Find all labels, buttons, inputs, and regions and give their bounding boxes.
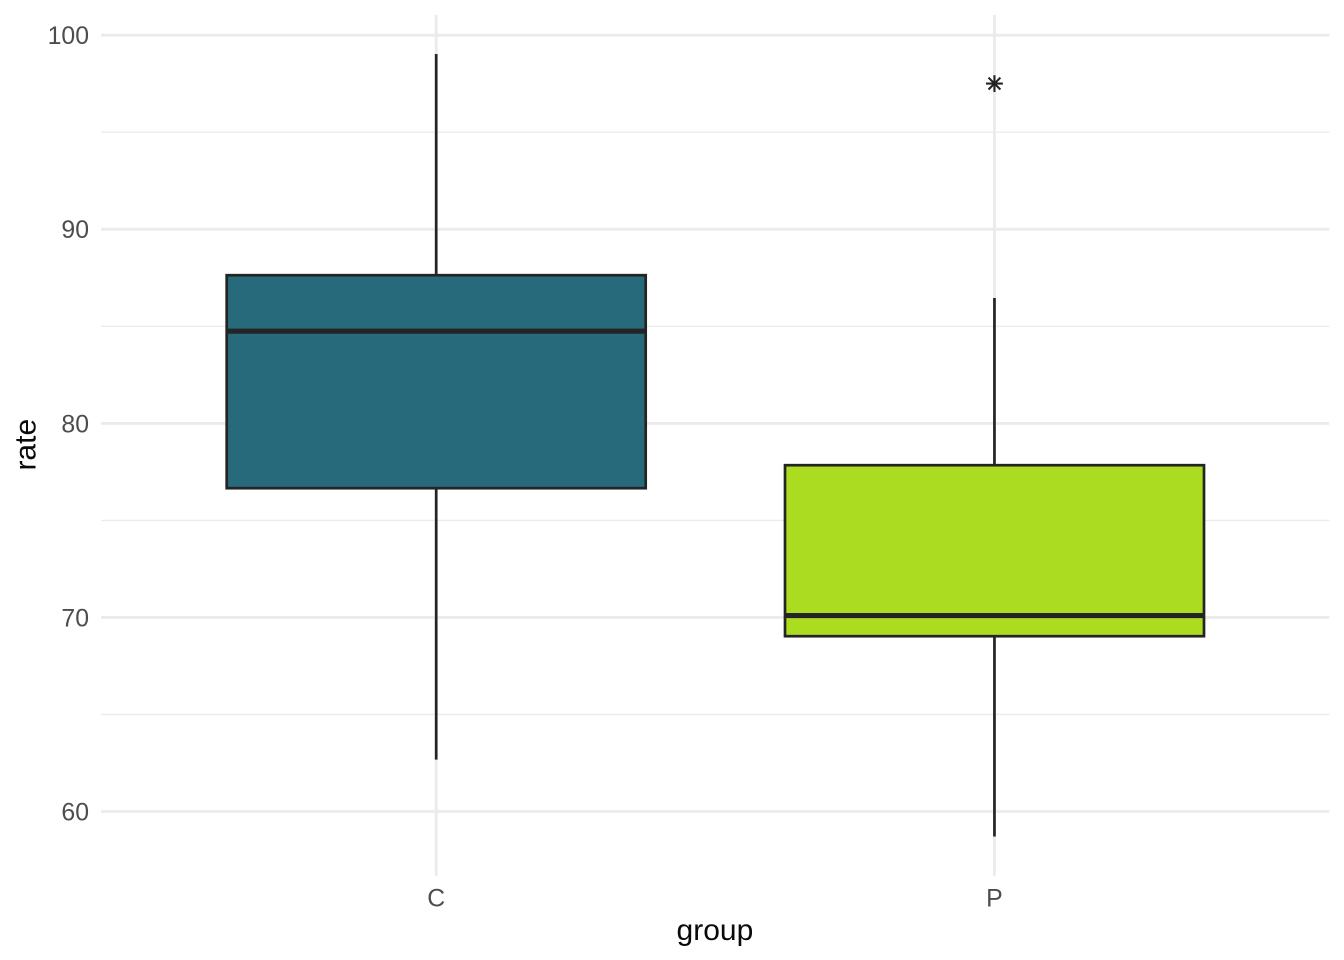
svg-text:80: 80	[61, 411, 89, 438]
svg-text:group: group	[677, 914, 754, 947]
svg-text:C: C	[427, 885, 445, 912]
svg-text:70: 70	[61, 605, 89, 632]
svg-text:60: 60	[61, 799, 89, 826]
svg-text:90: 90	[61, 217, 89, 244]
svg-text:100: 100	[48, 23, 89, 50]
svg-text:rate: rate	[9, 419, 42, 471]
svg-text:P: P	[986, 885, 1003, 912]
